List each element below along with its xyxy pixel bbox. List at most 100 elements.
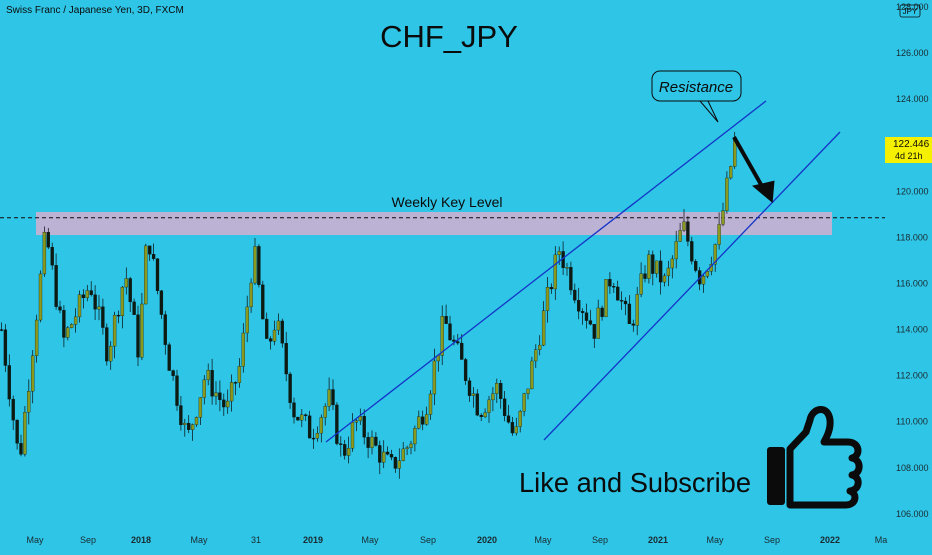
- y-tick-label: 126.000: [896, 48, 929, 58]
- candle-body: [569, 267, 573, 291]
- candle-body: [421, 416, 425, 425]
- candle-body: [89, 290, 93, 295]
- x-tick-label: Ma: [875, 535, 888, 545]
- candle-body: [502, 398, 507, 416]
- candle-body: [631, 323, 635, 326]
- candle-body: [440, 316, 444, 356]
- thumbs-up-icon: [767, 406, 863, 509]
- candle-body: [159, 290, 164, 315]
- currency-badge[interactable]: [899, 4, 921, 18]
- candle-body: [81, 294, 86, 299]
- candle-body: [725, 177, 729, 211]
- candle-body: [140, 303, 144, 358]
- candle-body: [194, 417, 199, 425]
- candle-body: [27, 391, 31, 413]
- candle-body: [136, 314, 140, 358]
- candle-body: [288, 373, 292, 403]
- candle-body: [600, 307, 604, 317]
- candle-body: [619, 300, 624, 302]
- candle-body: [38, 273, 43, 321]
- candle-body: [202, 379, 206, 398]
- x-tick-label: 2019: [303, 535, 323, 545]
- candle-body: [370, 436, 374, 448]
- candle-body: [296, 416, 300, 421]
- candle-body: [690, 241, 694, 262]
- candle-body: [112, 314, 117, 347]
- candle-body: [354, 420, 359, 423]
- candle-body: [66, 327, 70, 338]
- candle-body: [358, 416, 362, 421]
- y-tick-label: 118.000: [896, 232, 928, 242]
- candle-body: [214, 392, 218, 397]
- candle-body: [292, 402, 296, 418]
- candle-body: [42, 231, 47, 275]
- candle-body: [405, 447, 409, 450]
- bar-countdown: 4d 21h: [895, 151, 923, 161]
- x-tick-label: 2022: [820, 535, 840, 545]
- down-arrow: [732, 136, 775, 204]
- candle-body: [643, 273, 647, 279]
- candle-body: [280, 320, 284, 344]
- candle-body: [428, 393, 433, 415]
- candle-body: [163, 314, 167, 345]
- candle-body: [241, 332, 245, 367]
- candle-body: [522, 393, 526, 412]
- candle-body: [0, 329, 4, 331]
- candle-body: [70, 324, 74, 328]
- x-tick-label: 2020: [477, 535, 497, 545]
- currency-badge-label: JPY: [903, 7, 918, 16]
- key-level-label: Weekly Key Level: [391, 194, 502, 210]
- candle-body: [506, 415, 511, 423]
- candle-body: [417, 416, 421, 429]
- candle-body: [307, 415, 312, 439]
- candle-body: [487, 399, 491, 413]
- candle-body: [148, 245, 152, 255]
- candle-body: [385, 451, 390, 455]
- y-tick-label: 116.000: [896, 278, 928, 288]
- candle-body: [206, 370, 210, 381]
- candle-body: [479, 414, 483, 418]
- candle-body: [553, 254, 557, 290]
- candle-body: [616, 286, 620, 301]
- candle-body: [343, 444, 347, 456]
- candle-body: [397, 460, 401, 469]
- candle-body: [237, 366, 242, 383]
- candle-body: [101, 306, 105, 328]
- candle-body: [132, 301, 136, 315]
- candle-body: [460, 342, 464, 360]
- candle-body: [682, 221, 686, 231]
- x-tick-label: May: [26, 535, 44, 545]
- candle-body: [647, 254, 651, 279]
- candle-body: [327, 389, 331, 407]
- candle-body: [549, 287, 554, 290]
- candle-body: [483, 412, 487, 418]
- candle-body: [229, 382, 234, 402]
- candle-body: [670, 258, 674, 269]
- candle-body: [311, 437, 316, 440]
- candle-body: [409, 443, 413, 448]
- candle-body: [233, 382, 238, 384]
- candle-body: [717, 224, 721, 245]
- candle-body: [701, 276, 706, 285]
- candle-body: [627, 303, 632, 325]
- candle-body: [31, 355, 35, 392]
- candle-body: [705, 271, 710, 277]
- candle-body: [713, 244, 717, 265]
- candle-body: [19, 443, 23, 455]
- candle-body: [155, 258, 160, 291]
- candle-body: [475, 393, 479, 416]
- candle-body: [15, 419, 19, 444]
- x-tick-label: 2021: [648, 535, 668, 545]
- resistance-callout: Resistance: [651, 70, 742, 123]
- candle-body: [694, 261, 698, 271]
- candle-body: [491, 393, 495, 401]
- candle-body: [198, 397, 203, 418]
- candle-body: [120, 286, 125, 317]
- candle-body: [608, 279, 612, 287]
- candle-body: [401, 448, 405, 461]
- chart-title: CHF_JPY: [380, 19, 518, 54]
- resistance-label: Resistance: [659, 79, 733, 96]
- trend-line-upper: [325, 100, 767, 443]
- candle-body: [144, 245, 148, 305]
- candle-body: [518, 410, 522, 427]
